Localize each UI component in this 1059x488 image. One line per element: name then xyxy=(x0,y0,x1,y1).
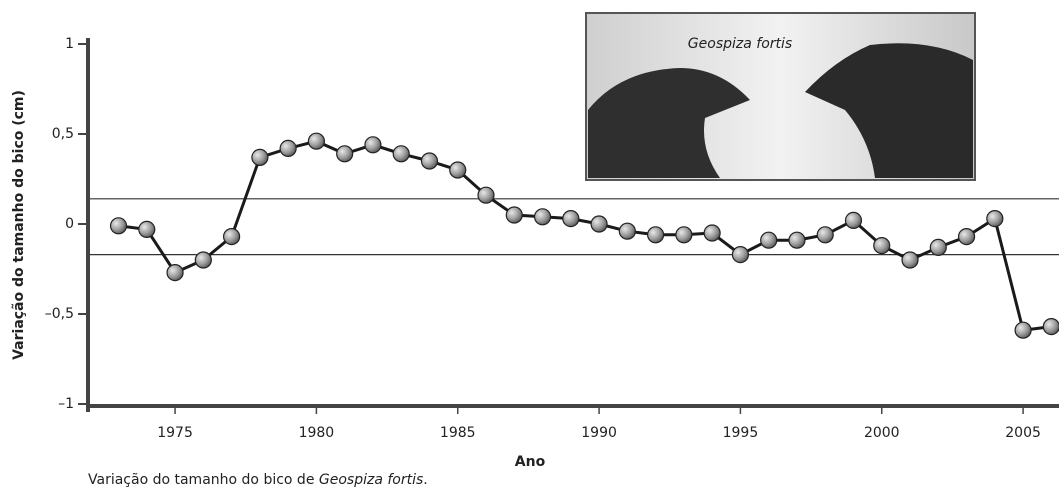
data-point xyxy=(307,132,326,150)
data-point xyxy=(562,210,580,228)
data-point xyxy=(1014,321,1032,339)
caption-part: Geospiza fortis xyxy=(319,472,423,488)
x-tick-label: 1995 xyxy=(723,425,759,441)
inset-label: Geospiza fortis xyxy=(688,36,792,52)
data-point xyxy=(109,217,128,235)
caption-part: Variação do tamanho do bico de xyxy=(88,472,319,488)
data-point xyxy=(449,161,467,179)
data-point xyxy=(647,226,665,244)
data-point xyxy=(788,231,806,249)
data-point xyxy=(844,211,863,229)
x-axis-label: Ano xyxy=(515,454,546,470)
data-point xyxy=(477,186,495,204)
data-point xyxy=(675,226,693,244)
data-point xyxy=(166,264,184,282)
data-point xyxy=(703,224,721,242)
data-point xyxy=(618,222,636,240)
data-point xyxy=(336,145,354,163)
data-point xyxy=(194,251,212,269)
data-point xyxy=(929,238,947,256)
data-point xyxy=(590,215,608,233)
data-point xyxy=(505,206,523,224)
y-axis-label: Variação do tamanho do bico (cm) xyxy=(11,90,27,360)
x-tick-label: 1990 xyxy=(581,425,617,441)
data-point xyxy=(251,148,269,166)
y-tick-label: 0 xyxy=(65,216,74,232)
x-tick-label: 1975 xyxy=(157,425,193,441)
inset-photo: Geospiza fortis xyxy=(585,12,976,181)
data-point xyxy=(420,152,439,170)
data-point xyxy=(279,139,297,157)
y-tick-label: –1 xyxy=(58,396,74,412)
caption: Variação do tamanho do bico de Geospiza … xyxy=(88,472,428,488)
x-tick-label: 2000 xyxy=(864,425,900,441)
data-point xyxy=(138,220,156,238)
data-point xyxy=(533,208,552,226)
data-line xyxy=(118,139,1052,332)
x-tick-label: 1980 xyxy=(299,425,335,441)
data-point xyxy=(957,228,976,246)
data-point xyxy=(760,231,778,249)
data-point xyxy=(816,226,834,244)
data-point xyxy=(364,136,382,154)
caption-part: . xyxy=(423,472,427,488)
data-point xyxy=(901,251,919,269)
y-tick-label: 0,5 xyxy=(52,126,74,142)
y-tick-label: –0,5 xyxy=(45,306,74,322)
data-point xyxy=(1042,318,1059,336)
data-point xyxy=(986,210,1004,228)
data-point xyxy=(873,237,891,255)
data-point xyxy=(392,145,410,163)
data-point xyxy=(731,246,750,264)
data-point xyxy=(223,228,241,246)
x-tick-label: 1985 xyxy=(440,425,476,441)
y-tick-label: 1 xyxy=(65,36,74,52)
x-tick-label: 2005 xyxy=(1005,425,1041,441)
